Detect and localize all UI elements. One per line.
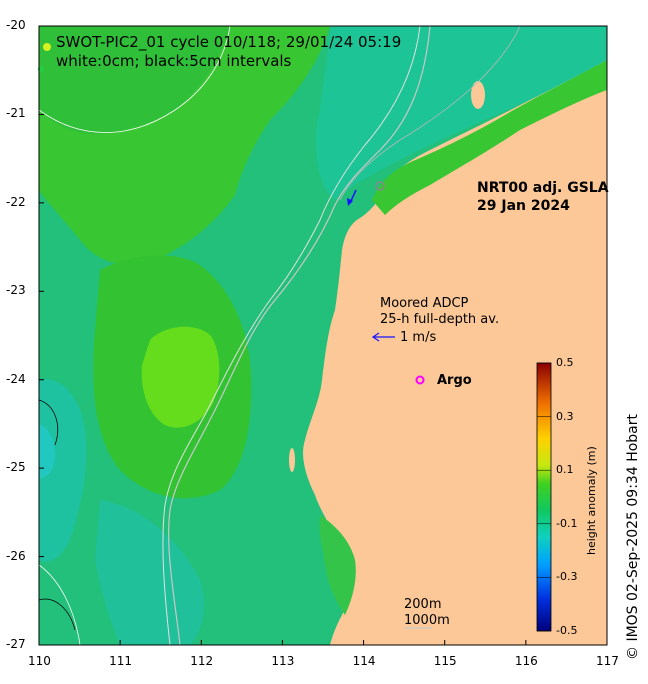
velocity-scale-arrowhead (371, 332, 380, 342)
lat-tick-label: -25 (6, 460, 26, 475)
lat-tick-label: -24 (6, 371, 26, 386)
anomaly-high-blob (141, 326, 220, 428)
colorbar-title: height anomaly (m) (585, 446, 598, 555)
lat-tick-label: -23 (6, 283, 26, 298)
lon-tick-label: 114 (352, 654, 376, 668)
lat-tick-label: -26 (6, 548, 26, 563)
colorbar-tick-label: 0.3 (556, 409, 574, 423)
adcp-averaging-label: 25-h full-depth av. (380, 312, 500, 327)
shark-bay-inlet-west (274, 495, 308, 590)
contour-5cm (39, 399, 59, 446)
anomaly-green-region-2 (39, 26, 230, 134)
colorbar-tick-label: -0.3 (556, 570, 578, 584)
adcp-arrowhead (347, 198, 353, 206)
colorbar-tick-label: 0.5 (556, 356, 574, 369)
anomaly-teal-left (39, 379, 87, 562)
anomaly-cyan-spot (39, 425, 55, 478)
colorbar-tick-label: -0.5 (556, 624, 578, 637)
adcp-label: Moored ADCP (380, 296, 469, 311)
lon-tick-label: 117 (596, 654, 619, 668)
swot-marker-icon (43, 43, 51, 51)
island (289, 448, 295, 472)
mooring-marker (375, 181, 385, 191)
isobath-200m-label: 200m (404, 597, 442, 612)
velocity-scale-label: 1 m/s (400, 330, 437, 345)
argo-marker-icon (415, 375, 425, 385)
isobath-1000m-label: 1000m (404, 613, 450, 628)
zero-contour (39, 26, 231, 133)
plot-frame (38, 25, 608, 646)
lon-tick-label: 115 (433, 654, 457, 668)
shark-bay-inlet-east (319, 515, 356, 615)
zero-contour (39, 564, 81, 645)
map-subtitle: white:0cm; black:5cm intervals (56, 52, 292, 70)
isobath-shelf (339, 26, 521, 201)
lat-tick-label: -27 (6, 637, 26, 651)
lat-tick-label: -21 (6, 106, 26, 121)
product-date: 29 Jan 2024 (477, 198, 570, 214)
map-field (39, 26, 607, 645)
lat-tick-label: -20 (6, 18, 26, 32)
argo-label: Argo (437, 373, 472, 388)
axis-ticks (38, 25, 608, 646)
product-label: NRT00 adj. GSLA (477, 180, 609, 196)
coastal-anomaly-strip (372, 60, 607, 215)
lon-tick-label: 110 (28, 654, 51, 668)
lon-tick-label: 116 (514, 654, 538, 668)
colorbar-tick-label: 0.1 (556, 463, 574, 477)
lat-tick-label: -22 (6, 194, 26, 209)
lon-tick-label: 111 (109, 654, 133, 668)
colorbar-ticks (537, 362, 551, 632)
colorbar (536, 362, 552, 632)
lon-tick-label: 112 (190, 654, 214, 668)
anomaly-teal-south (95, 500, 205, 645)
credit-text: © IMOS 02-Sep-2025 09:34 Hobart (625, 414, 641, 660)
isobath-1000m (162, 26, 421, 645)
contour-5cm (39, 598, 76, 631)
island (471, 81, 485, 109)
lon-tick-label: 113 (271, 654, 295, 668)
map-title: SWOT-PIC2_01 cycle 010/118; 29/01/24 05:… (56, 33, 402, 51)
anomaly-teal-north (315, 26, 607, 200)
isobath-200m (168, 26, 431, 645)
colorbar-tick-label: -0.1 (556, 516, 578, 530)
